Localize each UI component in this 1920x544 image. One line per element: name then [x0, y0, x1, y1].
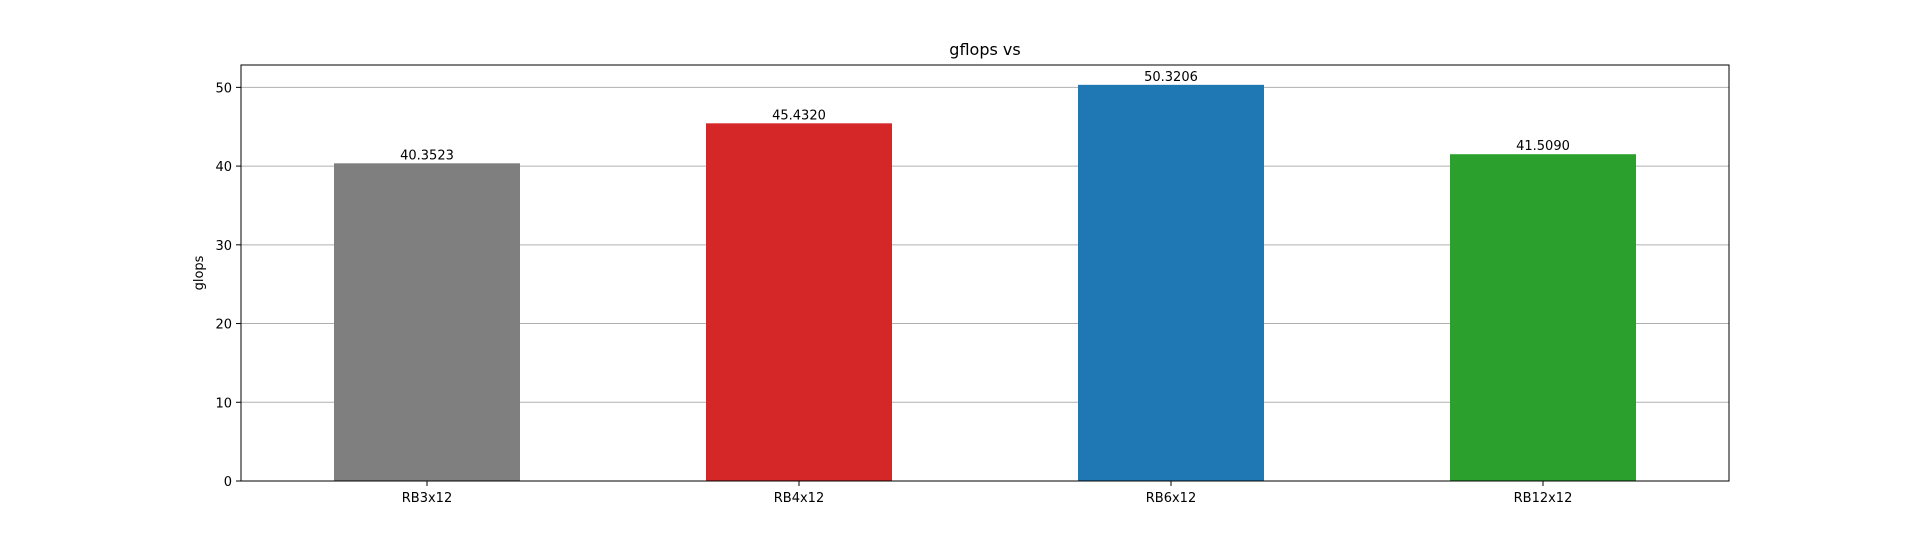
plot-frame: [240, 64, 1730, 482]
bar-value-label: 40.3523: [400, 148, 454, 163]
x-tick-label: RB6x12: [1146, 491, 1196, 506]
bar-rb4x12: [706, 123, 892, 482]
bar-value-label: 50.3206: [1144, 70, 1198, 85]
y-tick-label: 20: [215, 318, 232, 333]
y-tick-label: 50: [215, 81, 232, 96]
bar-value-label: 45.4320: [772, 108, 826, 123]
x-tick-label: RB12x12: [1514, 491, 1573, 506]
bar-value-label: 41.5090: [1516, 139, 1570, 154]
x-axis-ticks: RB3x12 RB4x12 RB6x12 RB12x12: [402, 481, 1573, 506]
value-labels: 40.3523 45.4320 50.3206 41.5090: [400, 70, 1570, 163]
bar-rb12x12: [1450, 154, 1636, 481]
y-tick-label: 30: [215, 239, 232, 254]
x-tick-label: RB3x12: [402, 491, 452, 506]
bar-rb6x12: [1078, 84, 1264, 482]
x-tick-label: RB4x12: [774, 491, 824, 506]
y-tick-label: 40: [215, 160, 232, 175]
y-tick-label: 10: [215, 396, 232, 411]
y-axis-ticks: 0 10 20 30 40 50: [215, 81, 241, 490]
bar-rb3x12: [334, 163, 520, 481]
y-tick-label: 0: [224, 475, 232, 490]
bars: [334, 84, 1636, 482]
chart-title: gflops vs: [949, 40, 1020, 59]
y-axis-label: glops: [192, 255, 207, 290]
